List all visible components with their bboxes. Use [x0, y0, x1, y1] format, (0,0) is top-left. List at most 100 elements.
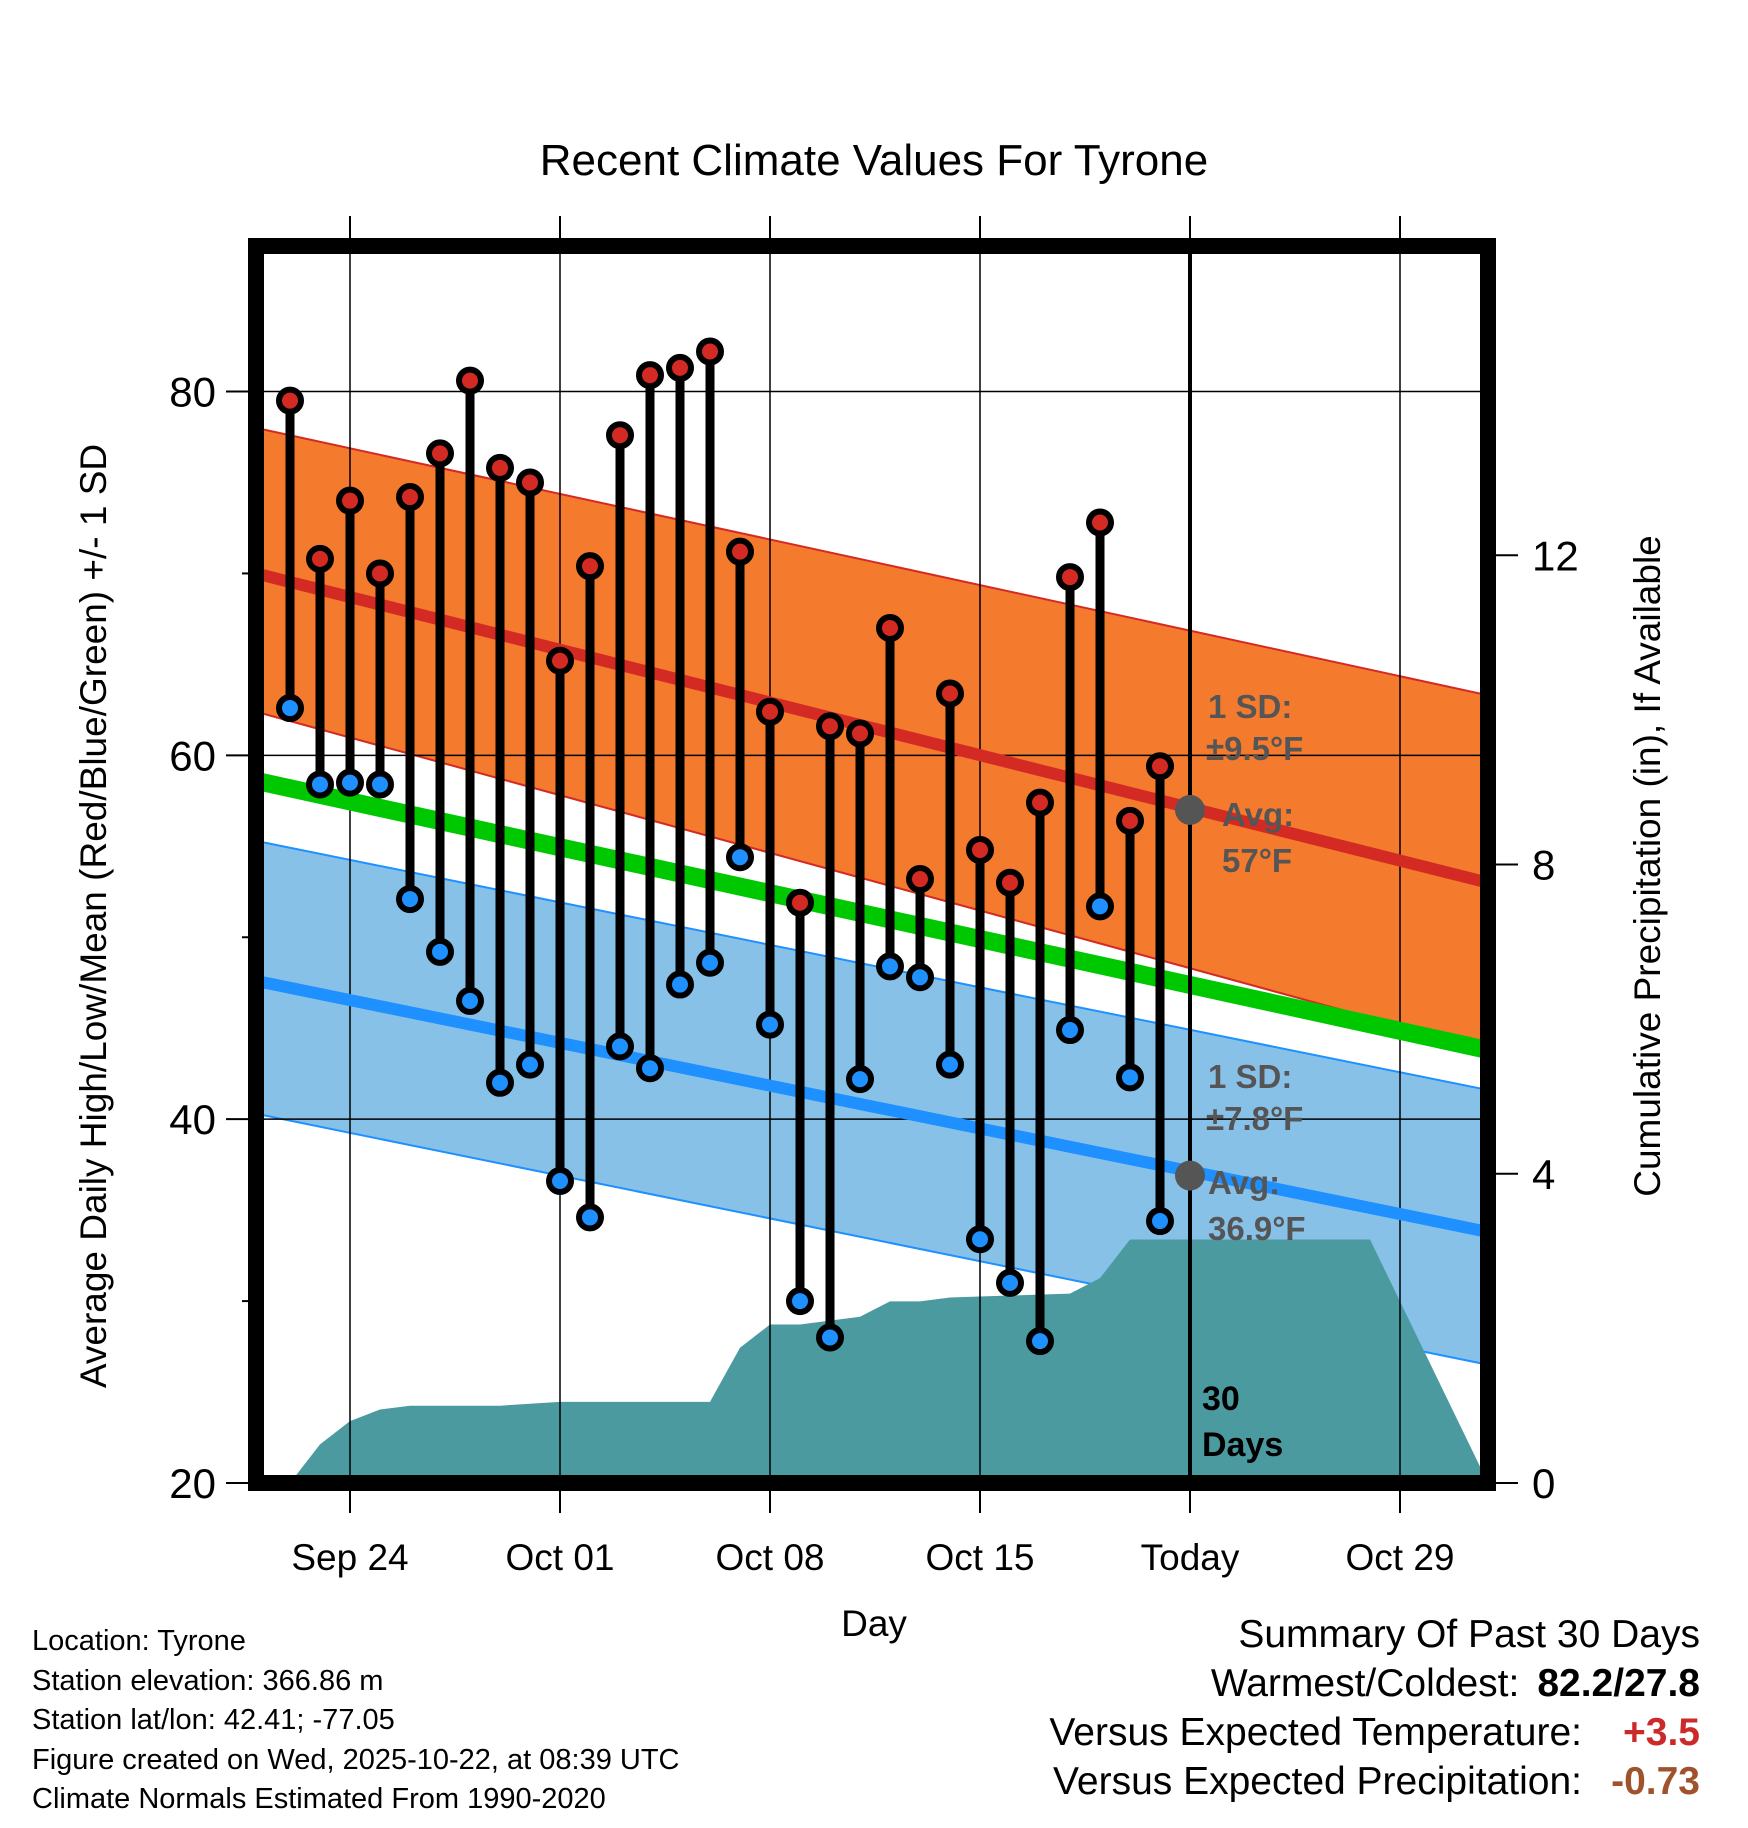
daily-low-point — [366, 770, 394, 799]
plot-area: 1 SD: ±9.5°F Avg: 57°F 1 SD: ±7.8°F Avg: 36.9°F… — [254, 246, 1490, 1484]
daily-high-point — [666, 353, 694, 382]
x-tick-label: Oct 15 — [926, 1537, 1035, 1578]
x-tick-label: Today — [1141, 1537, 1240, 1578]
daily-low-point — [516, 1050, 544, 1079]
daily-low-point — [666, 970, 694, 999]
today-low-avg-marker — [1175, 1160, 1205, 1191]
station-info: Location: Tyrone Station elevation: 366.… — [32, 1622, 680, 1820]
daily-high-point — [1116, 806, 1144, 835]
normals-text: Climate Normals Estimated From 1990-2020 — [32, 1783, 606, 1815]
y-left-tick-label: 40 — [169, 1096, 216, 1143]
daily-low-point — [1116, 1063, 1144, 1092]
daily-low-point — [336, 768, 364, 797]
daily-high-point — [726, 537, 754, 566]
daily-high-point — [636, 361, 664, 390]
daily-high-point — [576, 552, 604, 581]
y-left-tick-label: 80 — [169, 369, 216, 416]
daily-low-point — [996, 1268, 1024, 1297]
axes: 20 40 60 80 0 4 8 12 Sep 24 Oct 01 Oct 08 Oct 15 Tod… — [169, 216, 1579, 1578]
period-days-number: 30 — [1202, 1380, 1240, 1418]
warmest-coldest-value: 82.2/27.8 — [1537, 1662, 1700, 1705]
daily-low-point — [756, 1010, 784, 1039]
summary-row-precipitation: Versus Expected Precipitation: -0.73 — [1049, 1757, 1700, 1806]
daily-high-point — [1146, 752, 1174, 781]
daily-high-point — [1026, 788, 1054, 817]
daily-high-point — [516, 468, 544, 497]
daily-high-point — [486, 453, 514, 482]
summary-panel: Summary Of Past 30 Days Warmest/Coldest:… — [1049, 1610, 1700, 1806]
daily-high-point — [546, 646, 574, 675]
daily-low-point — [906, 963, 934, 992]
y-right-tick-label: 12 — [1532, 532, 1579, 579]
daily-high-point — [366, 559, 394, 588]
x-tick-label: Sep 24 — [291, 1537, 408, 1578]
daily-low-point — [876, 952, 904, 981]
daily-low-point — [576, 1203, 604, 1232]
daily-high-point — [276, 386, 304, 415]
summary-row-temperature: Versus Expected Temperature: +3.5 — [1049, 1708, 1700, 1757]
elevation-text: Station elevation: 366.86 m — [32, 1664, 384, 1697]
precip-vs-expected-label: Versus Expected Precipitation: — [1053, 1760, 1582, 1803]
low-avg-label: Avg: — [1208, 1164, 1280, 1201]
today-high-avg-marker — [1175, 794, 1205, 825]
daily-low-point — [546, 1167, 574, 1196]
normal-mean-line — [254, 772, 1490, 1059]
x-axis-label: Day — [841, 1603, 907, 1644]
created-text: Figure created on Wed, 2025-10-22, at 08… — [32, 1743, 680, 1776]
daily-low-point — [426, 937, 454, 966]
daily-low-point — [486, 1068, 514, 1097]
y-axis-left-label: Average Daily High/Low/Mean (Red/Blue/Gr… — [73, 444, 114, 1388]
y-right-tick-label: 8 — [1532, 842, 1555, 889]
daily-low-point — [606, 1032, 634, 1061]
daily-low-point — [786, 1287, 814, 1316]
daily-high-point — [606, 421, 634, 450]
daily-high-point — [966, 835, 994, 864]
low-avg-value: 36.9°F — [1208, 1210, 1306, 1247]
precip-vs-expected-value: -0.73 — [1611, 1760, 1700, 1803]
y-left-tick-label: 60 — [169, 732, 216, 779]
daily-low-point — [1086, 892, 1114, 921]
precipitation-area — [256, 1239, 1488, 1483]
daily-low-point — [396, 885, 424, 914]
chart-title: Recent Climate Values For Tyrone — [540, 136, 1208, 185]
high-sd-label: 1 SD: — [1208, 688, 1292, 725]
location-text: Location: Tyrone — [32, 1625, 246, 1657]
summary-row-warmest-coldest: Warmest/Coldest: 82.2/27.8 — [1049, 1659, 1700, 1708]
daily-high-point — [846, 719, 874, 748]
y-left-tick-label: 20 — [169, 1460, 216, 1507]
low-sd-label: 1 SD: — [1208, 1058, 1292, 1095]
x-tick-label: Oct 01 — [506, 1537, 615, 1578]
daily-low-point — [966, 1225, 994, 1254]
daily-high-point — [756, 697, 784, 726]
y-right-tick-label: 0 — [1532, 1460, 1555, 1507]
daily-low-point — [456, 986, 484, 1015]
daily-high-point — [906, 865, 934, 894]
x-tick-label: Oct 08 — [716, 1537, 825, 1578]
daily-high-point — [786, 888, 814, 917]
period-days-word: Days — [1202, 1426, 1283, 1464]
x-tick-label: Oct 29 — [1346, 1537, 1455, 1578]
daily-high-point — [996, 868, 1024, 897]
y-right-tick-label: 4 — [1532, 1151, 1555, 1198]
warmest-coldest-label: Warmest/Coldest: — [1210, 1662, 1520, 1705]
summary-title: Summary Of Past 30 Days — [1238, 1613, 1700, 1656]
daily-low-point — [1026, 1327, 1054, 1356]
daily-high-point — [426, 439, 454, 468]
daily-low-point — [1146, 1207, 1174, 1236]
daily-low-point — [306, 770, 334, 799]
daily-high-point — [336, 486, 364, 515]
daily-low-point — [276, 694, 304, 723]
daily-high-point — [1056, 563, 1084, 592]
y-axis-right-label: Cumulative Precipitation (in), If Availa… — [1627, 535, 1668, 1197]
daily-low-point — [726, 843, 754, 872]
temp-vs-expected-value: +3.5 — [1623, 1711, 1700, 1754]
daily-low-point — [696, 948, 724, 977]
daily-low-point — [936, 1050, 964, 1079]
high-avg-value: 57°F — [1222, 842, 1292, 879]
high-sd-value: ±9.5°F — [1206, 730, 1303, 767]
daily-high-point — [456, 366, 484, 395]
low-sd-value: ±7.8°F — [1206, 1100, 1303, 1137]
latlon-text: Station lat/lon: 42.41; -77.05 — [32, 1704, 395, 1736]
daily-low-point — [1056, 1016, 1084, 1045]
